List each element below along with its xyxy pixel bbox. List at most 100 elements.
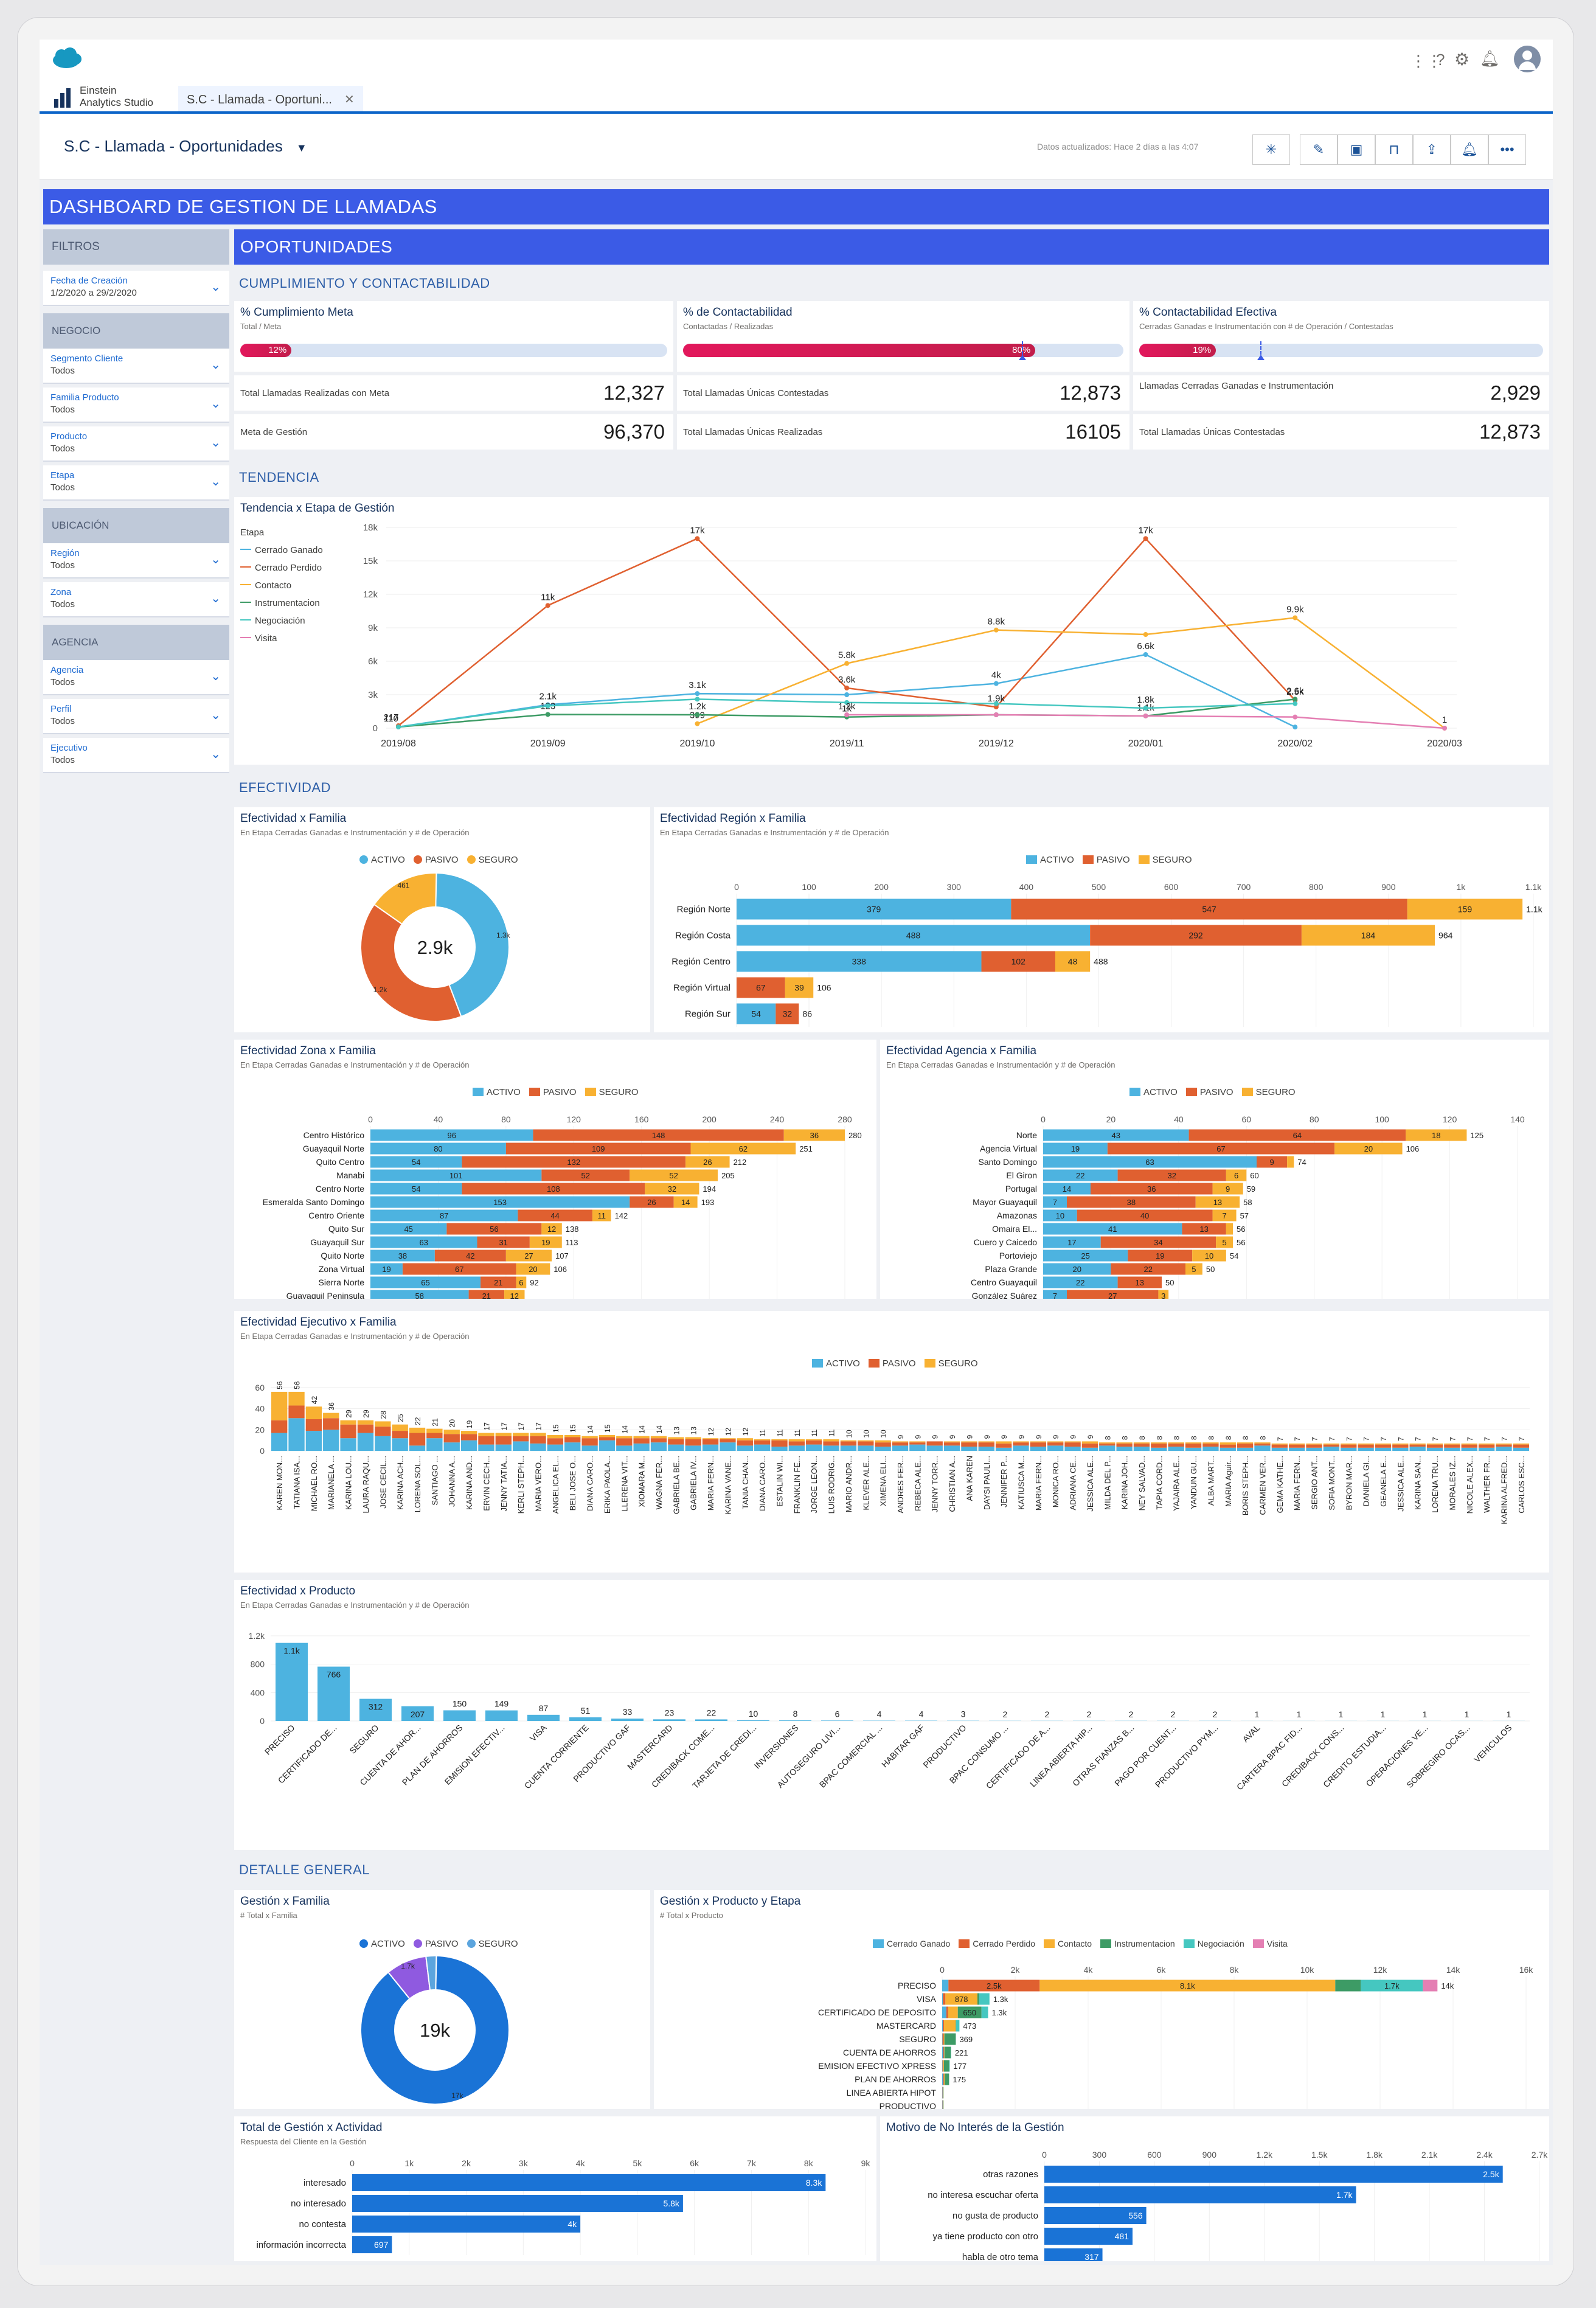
bar[interactable] [1044, 2207, 1147, 2224]
bar-segment[interactable] [481, 1276, 516, 1288]
bar-segment[interactable] [340, 1438, 356, 1451]
bar-segment[interactable] [1220, 1442, 1236, 1445]
bar-segment[interactable] [943, 1441, 960, 1443]
bar-segment[interactable] [943, 2046, 945, 2059]
bar-segment[interactable] [357, 1433, 374, 1451]
legend-item[interactable]: PASIVO [1082, 855, 1130, 865]
bar-segment[interactable] [323, 1413, 339, 1419]
legend-item[interactable]: PASIVO [1185, 1087, 1233, 1097]
bar-segment[interactable] [468, 1290, 505, 1299]
bar-segment[interactable] [530, 1443, 546, 1451]
bar-segment[interactable] [541, 1223, 562, 1235]
data-point[interactable] [1143, 652, 1148, 657]
bar-segment[interactable] [1409, 1447, 1426, 1451]
bar-segment[interactable] [1064, 1441, 1081, 1443]
bar-segment[interactable] [616, 1436, 633, 1439]
bar-segment[interactable] [1133, 1443, 1150, 1447]
bar[interactable] [653, 1719, 685, 1721]
data-point[interactable] [844, 712, 850, 717]
bar-segment[interactable] [1168, 1447, 1184, 1451]
legend-item[interactable]: Visita [1252, 1939, 1288, 1948]
bar-segment[interactable] [668, 1437, 684, 1439]
bar-segment[interactable] [443, 1434, 460, 1443]
bar-segment[interactable] [1375, 1444, 1392, 1448]
legend-item[interactable]: PASIVO [413, 1939, 459, 1949]
bar-segment[interactable] [478, 1444, 494, 1451]
bar-segment[interactable] [426, 1433, 443, 1439]
bar-segment[interactable] [1043, 1169, 1118, 1181]
data-point[interactable] [1143, 706, 1148, 711]
bar-segment[interactable] [402, 1263, 516, 1275]
bar-segment[interactable] [858, 1441, 874, 1446]
bar-segment[interactable] [771, 1440, 788, 1447]
filter-dropdown[interactable]: Perfil Todos ⌄ [43, 699, 229, 734]
filter-dropdown[interactable]: Zona Todos ⌄ [43, 582, 229, 617]
bar-segment[interactable] [505, 1250, 552, 1262]
chevron-down-icon[interactable]: ⌄ [210, 709, 221, 722]
legend-item[interactable]: ACTIVO [359, 855, 405, 865]
bar-segment[interactable] [942, 2006, 946, 2018]
bar-segment[interactable] [702, 1439, 719, 1445]
bar-segment[interactable] [1496, 1443, 1512, 1445]
bar-segment[interactable] [946, 2006, 948, 2018]
legend-item[interactable]: PASIVO [529, 1087, 577, 1097]
bar-segment[interactable] [1039, 1980, 1336, 1992]
bar-segment[interactable] [462, 1183, 645, 1195]
bar-segment[interactable] [948, 2006, 958, 2018]
share-button[interactable]: ⇪ [1413, 134, 1451, 165]
bar-segment[interactable] [1081, 1441, 1098, 1444]
bar-segment[interactable] [650, 1442, 667, 1451]
bar-segment[interactable] [630, 1169, 718, 1181]
edit-button[interactable]: ✎ [1300, 134, 1338, 165]
legend-item[interactable]: Negociación [240, 612, 323, 630]
bar-segment[interactable] [942, 1993, 943, 2005]
bar-segment[interactable] [1289, 1443, 1305, 1445]
bar[interactable] [1044, 2186, 1356, 2203]
bar-segment[interactable] [1100, 1236, 1216, 1248]
bar[interactable] [821, 1720, 853, 1721]
bar-segment[interactable] [943, 2060, 949, 2072]
bar-segment[interactable] [1043, 1223, 1182, 1235]
filter-dropdown[interactable]: Ejecutivo Todos ⌄ [43, 738, 229, 773]
data-point[interactable] [695, 721, 700, 726]
bar-segment[interactable] [942, 2087, 943, 2099]
bar-segment[interactable] [1195, 1196, 1240, 1208]
bar-segment[interactable] [1013, 1442, 1029, 1446]
bar-segment[interactable] [1192, 1250, 1226, 1262]
bar-segment[interactable] [1444, 1443, 1460, 1445]
bar-segment[interactable] [1043, 1236, 1101, 1248]
bar-segment[interactable] [1013, 1441, 1029, 1443]
bar[interactable] [737, 1720, 769, 1721]
bar-segment[interactable] [957, 2006, 982, 2018]
bar-segment[interactable] [1043, 1276, 1118, 1288]
bar-segment[interactable] [1064, 1447, 1081, 1451]
legend-item[interactable]: Instrumentacion [240, 594, 323, 612]
bar-segment[interactable] [1043, 1129, 1189, 1141]
bar-segment[interactable] [357, 1420, 374, 1425]
save-button[interactable]: ▣ [1338, 134, 1375, 165]
chevron-down-icon[interactable]: ⌄ [210, 280, 221, 294]
bar-segment[interactable] [754, 1439, 771, 1441]
bar-segment[interactable] [1237, 1442, 1254, 1444]
bar-segment[interactable] [1067, 1290, 1159, 1299]
bar-segment[interactable] [1496, 1444, 1512, 1447]
bar-segment[interactable] [942, 2033, 943, 2045]
bar[interactable] [1044, 2228, 1133, 2245]
bar-segment[interactable] [518, 1209, 592, 1222]
bar-segment[interactable] [1409, 1443, 1426, 1445]
bar[interactable] [352, 2216, 581, 2233]
bar-segment[interactable] [533, 1129, 784, 1141]
bar-segment[interactable] [581, 1438, 598, 1446]
bar-segment[interactable] [942, 2100, 943, 2110]
legend-item[interactable]: Contacto [240, 577, 323, 594]
bar-segment[interactable] [945, 1993, 978, 2005]
bar-segment[interactable] [1478, 1444, 1495, 1448]
bar-segment[interactable] [370, 1156, 462, 1168]
legend-item[interactable]: SEGURO [924, 1358, 978, 1369]
bar-segment[interactable] [616, 1438, 633, 1446]
bar-segment[interactable] [806, 1439, 822, 1441]
chevron-down-icon[interactable]: ⌄ [210, 397, 221, 411]
legend-item[interactable]: ACTIVO [473, 1087, 521, 1097]
bar-segment[interactable] [443, 1442, 460, 1451]
legend-item[interactable]: Cerrado Perdido [959, 1939, 1035, 1948]
